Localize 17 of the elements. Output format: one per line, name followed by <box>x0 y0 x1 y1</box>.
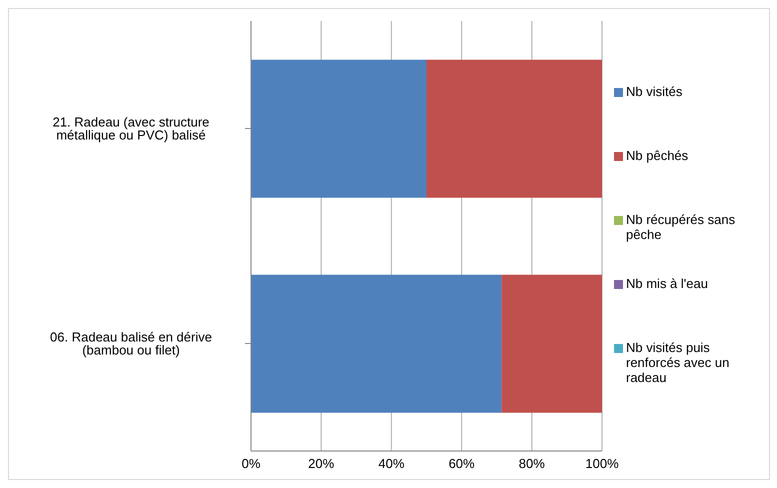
legend-label: Nb récupérés sans pêche <box>626 212 736 242</box>
bar <box>251 274 502 413</box>
x-tick-label: 60% <box>448 456 476 472</box>
legend-label: Nb mis à l'eau <box>626 276 708 291</box>
y-tick-label: 06. Radeau balisé en dérive (bambou ou filet) <box>50 330 212 358</box>
bar <box>426 60 602 198</box>
y-tick-label: 21. Radeau (avec structure métallique ou PVC) balisé <box>52 114 210 143</box>
legend-label: Nb visités <box>626 84 682 99</box>
x-tick-label: 0% <box>242 456 261 472</box>
legend-label: Nb pêchés <box>626 148 688 163</box>
x-tick-label: 20% <box>308 456 335 472</box>
x-tick-label: 40% <box>378 456 405 472</box>
x-tick-label: 100% <box>585 456 620 472</box>
x-tick-label: 80% <box>518 456 546 472</box>
bar <box>251 60 426 198</box>
legend-label: Nb visités puis renforcés avec un radeau <box>626 340 730 385</box>
bar <box>502 274 602 413</box>
